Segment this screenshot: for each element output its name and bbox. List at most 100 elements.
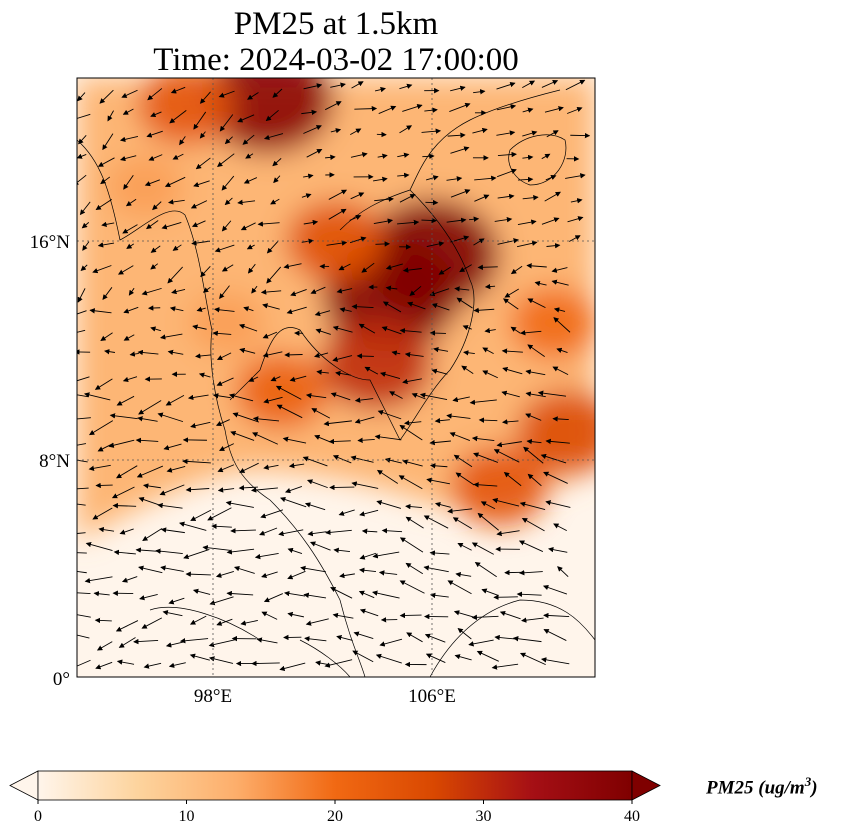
- wind-arrow: [242, 134, 255, 145]
- wind-arrow: [315, 328, 331, 335]
- wind-arrow: [115, 620, 139, 632]
- wind-arrow: [399, 612, 422, 619]
- wind-arrow: [146, 130, 163, 138]
- wind-arrow: [111, 486, 135, 499]
- wind-arrow: [421, 217, 437, 224]
- wind-arrow: [406, 632, 423, 643]
- wind-arrow: [471, 542, 494, 555]
- wind-arrow: [381, 326, 402, 335]
- wind-arrow: [349, 236, 367, 244]
- wind-arrow: [455, 472, 475, 486]
- pm25-hotspot: [320, 317, 433, 410]
- wind-arrow: [517, 176, 534, 183]
- wind-arrow: [399, 580, 425, 594]
- wind-arrow: [214, 244, 235, 253]
- wind-arrow: [216, 618, 233, 626]
- wind-arrow: [261, 571, 278, 579]
- wind-arrow: [351, 481, 379, 489]
- wind-arrow: [238, 485, 258, 491]
- wind-arrow: [161, 221, 182, 230]
- wind-arrow: [212, 393, 231, 399]
- wind-arrow: [150, 245, 161, 253]
- wind-arrow: [521, 517, 545, 532]
- wind-arrow: [310, 286, 326, 294]
- wind-arrow: [190, 421, 211, 429]
- wind-arrow: [300, 565, 327, 573]
- wind-arrow: [150, 263, 159, 270]
- wind-arrow: [335, 370, 352, 377]
- wind-arrow: [314, 352, 329, 358]
- wind-arrow: [375, 241, 391, 247]
- wind-arrow: [359, 509, 379, 517]
- wind-arrow: [112, 502, 137, 509]
- wind-arrow: [266, 266, 282, 284]
- map-frame: [76, 77, 596, 678]
- wind-arrow: [328, 208, 347, 220]
- pm25-hotspot: [235, 353, 328, 430]
- wind-arrow: [473, 452, 499, 463]
- wind-arrow: [354, 105, 378, 112]
- wind-arrow: [167, 349, 184, 356]
- wind-arrow: [423, 565, 449, 573]
- wind-arrow: [482, 370, 498, 379]
- wind-arrow: [303, 219, 319, 226]
- wind-arrow: [193, 180, 210, 188]
- wind-arrow: [452, 517, 472, 529]
- wind-arrow: [163, 443, 182, 451]
- wind-arrow: [402, 459, 423, 467]
- wind-arrow: [247, 263, 256, 274]
- wind-arrow: [377, 153, 388, 159]
- wind-arrow: [326, 240, 348, 246]
- wind-arrow: [453, 610, 474, 618]
- wind-arrow: [237, 114, 255, 123]
- wind-arrow: [217, 153, 235, 168]
- wind-arrow: [551, 267, 568, 273]
- wind-arrow: [155, 548, 183, 555]
- wind-arrow: [482, 347, 494, 355]
- wind-arrow: [199, 91, 211, 104]
- wind-vectors: [77, 79, 591, 672]
- wind-arrow: [567, 106, 583, 114]
- wind-arrow: [449, 432, 471, 441]
- wind-arrow: [503, 471, 522, 487]
- wind-arrow: [137, 416, 158, 422]
- wind-arrow: [473, 238, 485, 246]
- wind-arrow: [359, 567, 376, 573]
- wind-arrow: [262, 351, 283, 358]
- wind-arrow: [88, 464, 111, 471]
- wind-arrow: [305, 392, 327, 399]
- wind-arrow: [97, 242, 115, 248]
- wind-arrow: [501, 348, 523, 354]
- wind-arrow: [426, 241, 445, 247]
- wind-arrow: [224, 136, 233, 145]
- wind-arrow: [523, 446, 544, 464]
- wind-arrow: [333, 547, 350, 553]
- wind-arrow: [122, 376, 138, 383]
- wind-arrow: [142, 483, 161, 489]
- wind-arrow: [121, 576, 138, 583]
- wind-arrow: [325, 529, 352, 536]
- wind-arrow: [540, 453, 567, 464]
- wind-arrow: [207, 507, 232, 521]
- wind-arrow: [78, 135, 87, 145]
- wind-arrow: [469, 216, 480, 222]
- wind-arrow: [284, 486, 303, 494]
- wind-arrow: [133, 638, 159, 645]
- wind-arrow: [94, 617, 112, 624]
- wind-arrow: [359, 608, 379, 617]
- wind-arrow: [473, 307, 495, 313]
- wind-arrow: [314, 434, 331, 443]
- wind-arrow: [497, 193, 515, 200]
- wind-arrow: [141, 287, 162, 296]
- wind-arrow: [543, 629, 567, 641]
- wind-arrow: [544, 191, 561, 202]
- wind-arrow: [449, 102, 471, 112]
- wind-arrow: [305, 618, 329, 626]
- map-area: [77, 78, 595, 677]
- wind-arrow: [99, 89, 114, 104]
- wind-arrow: [302, 456, 328, 467]
- wind-arrow: [472, 127, 488, 134]
- wind-arrow: [183, 549, 210, 560]
- wind-arrow: [239, 347, 256, 354]
- wind-arrow: [385, 263, 403, 270]
